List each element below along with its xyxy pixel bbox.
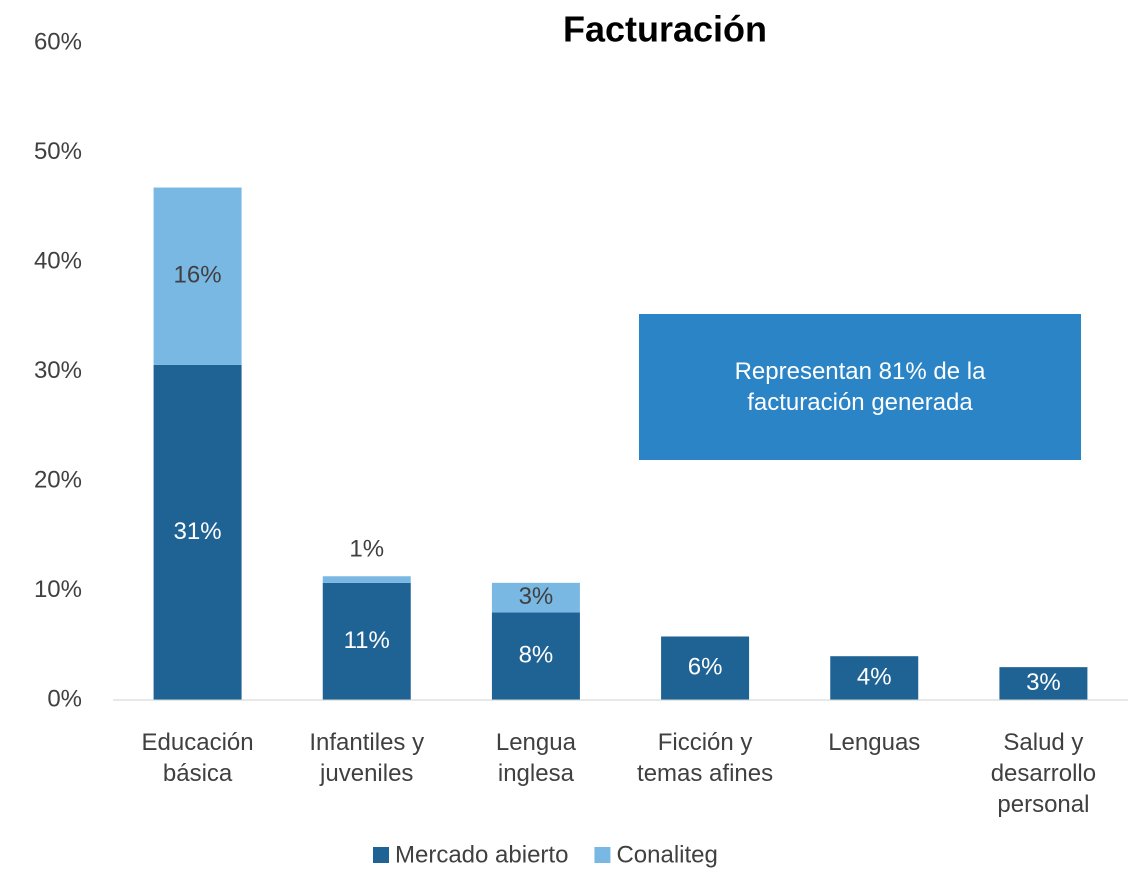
y-tick-label: 20% [34, 466, 82, 493]
data-label: 16% [174, 262, 222, 289]
annotation: Representan 81% de la facturación genera… [639, 314, 1081, 460]
x-tick-label: Educación básica [141, 729, 254, 787]
bar-segment [999, 667, 1088, 700]
legend-label: Mercado abierto [395, 841, 568, 868]
y-tick-label: 50% [34, 138, 82, 165]
bar-segment [153, 364, 242, 700]
data-label: 8% [519, 642, 554, 669]
bar-segment [661, 636, 750, 700]
y-tick-label: 60% [34, 28, 82, 55]
bar-segment [830, 656, 919, 700]
data-label: 6% [688, 654, 723, 681]
x-tick-label: Ficción y temas afines [637, 729, 774, 787]
bar-segment [322, 582, 411, 700]
data-label: 11% [344, 627, 390, 654]
bar-segment [153, 187, 242, 365]
y-tick-label: 0% [47, 685, 82, 712]
legend-label: Conaliteg [616, 841, 717, 868]
y-tick-label: 10% [34, 576, 82, 603]
data-label: 3% [519, 583, 554, 610]
x-tick-label: Salud y desarrollo personal [990, 729, 1097, 818]
x-tick-label: Lengua inglesa [495, 729, 576, 787]
data-label: 4% [857, 663, 892, 690]
bar-segment [491, 612, 580, 700]
y-tick-label: 40% [34, 247, 82, 274]
legend-swatch [594, 847, 611, 863]
bar-segment [322, 576, 411, 583]
data-label: 3% [1026, 669, 1061, 696]
data-label: 1% [349, 536, 384, 563]
bar-segment [491, 582, 580, 613]
x-tick-label: Lenguas [828, 729, 921, 756]
legend-swatch [373, 847, 389, 863]
data-label: 31% [174, 518, 222, 545]
y-tick-label: 30% [34, 357, 82, 384]
x-tick-label: Infantiles y juveniles [309, 729, 425, 787]
chart-title: Facturación [563, 9, 767, 50]
